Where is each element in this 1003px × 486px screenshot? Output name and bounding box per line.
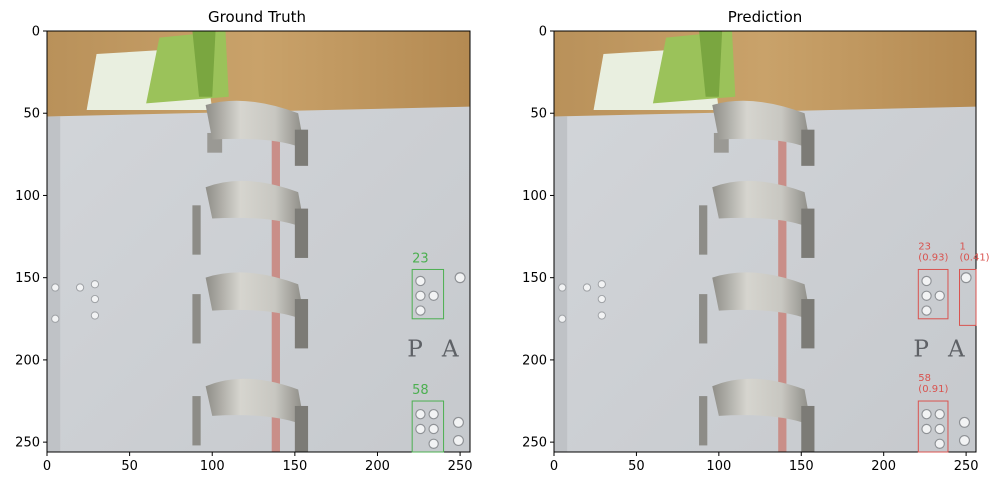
bounding-box — [411, 268, 445, 320]
y-tick-label: 0 — [32, 25, 40, 40]
y-tick-label: 150 — [15, 271, 40, 286]
x-tick-label: 50 — [628, 459, 645, 474]
bounding-box — [959, 268, 977, 326]
box-label: 58 — [412, 383, 429, 398]
axes-frame — [46, 30, 471, 453]
box-label: 23 — [918, 241, 931, 252]
x-tick-label: 250 — [954, 459, 979, 474]
box-label: 23 — [412, 251, 429, 266]
bounding-box — [411, 400, 445, 453]
box-layer: 23 58 — [411, 251, 445, 453]
x-tick-label: 150 — [282, 459, 307, 474]
bounding-box — [917, 268, 949, 320]
y-tick-label: 200 — [15, 353, 40, 368]
photo-image — [554, 31, 976, 452]
box-score: (0.41) — [960, 252, 990, 263]
panel-title: Prediction — [728, 8, 803, 26]
box-score: (0.93) — [918, 252, 948, 263]
panel-title: Ground Truth — [208, 8, 306, 26]
box-score: (0.91) — [918, 384, 948, 395]
box-label: 58 — [918, 373, 931, 384]
y-tick-label: 0 — [539, 25, 547, 40]
y-tick-label: 50 — [530, 107, 547, 122]
y-tick-label: 100 — [15, 189, 40, 204]
panel-prediction: Prediction 23(0.93) 1(0.41) 58(0.91) 0 50 10… — [522, 8, 990, 474]
box-label: 1 — [960, 241, 966, 252]
y-tick-label: 250 — [522, 436, 547, 451]
x-tick-label: 250 — [448, 459, 473, 474]
y-tick-label: 200 — [522, 353, 547, 368]
x-tick-label: 150 — [789, 459, 814, 474]
box-layer: 23(0.93) 1(0.41) 58(0.91) — [917, 241, 990, 453]
axes-frame — [553, 30, 977, 453]
x-tick-label: 100 — [200, 459, 225, 474]
y-tick-label: 250 — [15, 436, 40, 451]
y-tick-label: 150 — [522, 271, 547, 286]
x-tick-label: 200 — [365, 459, 390, 474]
x-tick-label: 100 — [706, 459, 731, 474]
x-tick-label: 50 — [121, 459, 138, 474]
photo-image — [47, 31, 470, 452]
bounding-box — [917, 400, 949, 453]
x-tick-label: 0 — [550, 459, 558, 474]
y-tick-label: 50 — [23, 107, 40, 122]
y-tick-label: 100 — [522, 189, 547, 204]
x-tick-label: 200 — [871, 459, 896, 474]
x-tick-label: 0 — [43, 459, 51, 474]
